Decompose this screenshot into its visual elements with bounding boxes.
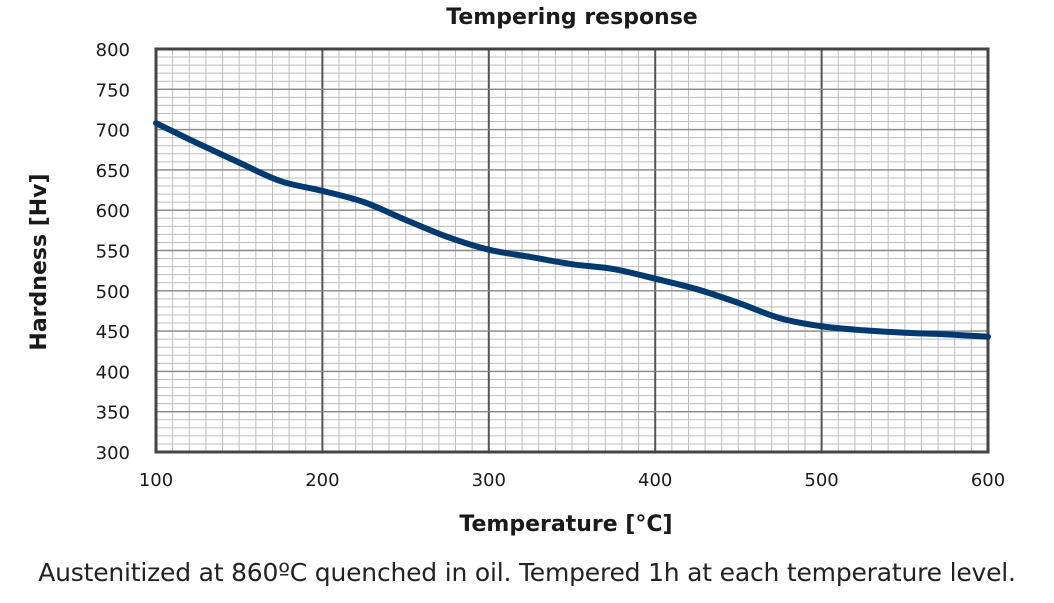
y-axis-label: Hardness [Hv] xyxy=(27,173,52,350)
x-axis-tick-labels: 100 200 300 400 500 600 xyxy=(139,470,1005,491)
x-tick-label: 300 xyxy=(472,470,506,491)
x-tick-label: 600 xyxy=(971,470,1005,491)
plot-frame xyxy=(154,47,990,454)
y-tick-label: 450 xyxy=(96,322,130,343)
x-tick-label: 400 xyxy=(638,470,672,491)
y-tick-label: 300 xyxy=(96,443,130,464)
x-axis-label: Temperature [°C] xyxy=(459,512,672,537)
x-tick-label: 500 xyxy=(804,470,838,491)
y-tick-label: 550 xyxy=(96,242,130,263)
x-tick-label: 100 xyxy=(139,470,173,491)
y-axis-tick-labels: 300 350 400 450 500 550 600 650 700 750 800 xyxy=(96,40,130,464)
y-tick-label: 600 xyxy=(96,201,130,222)
y-tick-label: 650 xyxy=(96,161,130,182)
y-tick-label: 400 xyxy=(96,362,130,383)
chart-caption: Austenitized at 860ºC quenched in oil. T… xyxy=(38,558,1016,587)
y-tick-label: 500 xyxy=(96,282,130,303)
tempering-response-chart: 300 350 400 450 500 550 600 650 700 750 800 100 200… xyxy=(27,5,1005,537)
y-tick-label: 350 xyxy=(96,403,130,424)
y-tick-label: 750 xyxy=(96,80,130,101)
y-tick-label: 800 xyxy=(96,40,130,61)
chart-title: Tempering response xyxy=(446,5,697,30)
hardness-curve xyxy=(153,120,991,340)
x-tick-label: 200 xyxy=(305,470,339,491)
y-tick-label: 700 xyxy=(96,121,130,142)
